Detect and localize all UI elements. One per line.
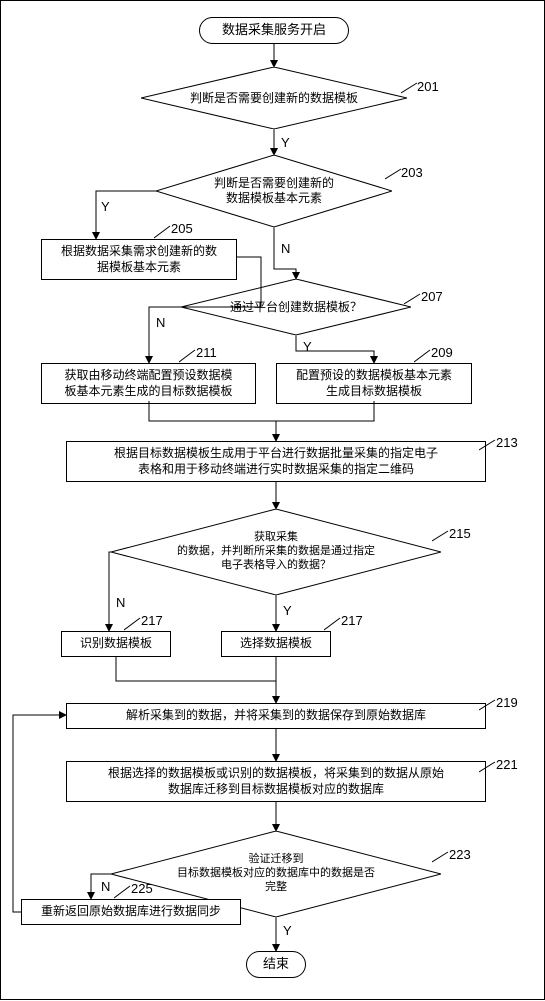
node-d201: 判断是否需要创建新的数据模板 [141, 67, 407, 129]
node-r217b-label: 选择数据模板 [240, 636, 312, 652]
node-d201-label: 判断是否需要创建新的数据模板 [190, 91, 358, 106]
label-d201-Y: Y [281, 135, 290, 150]
node-r219: 解析采集到的数据，并将采集到的数据保存到原始数据库 [66, 703, 486, 729]
node-r219-label: 解析采集到的数据，并将采集到的数据保存到原始数据库 [126, 708, 426, 724]
num-205: 205 [171, 221, 193, 236]
num-223: 223 [449, 847, 471, 862]
label-d207-N: N [156, 315, 165, 330]
node-r221-label: 根据选择的数据模板或识别的数据模板，将采集到的数据从原始 数据库迁移到目标数据模… [108, 766, 444, 797]
node-r211: 获取由移动终端配置预设数据模 板基本元素生成的目标数据模板 [41, 363, 256, 404]
node-d207: 通过平台创建数据模板？ [181, 279, 411, 335]
node-r205-label: 根据数据采集需求创建新的数 据模板基本元素 [61, 244, 217, 275]
node-r217a-label: 识别数据模板 [80, 636, 152, 652]
node-d223-label: 验证迁移到 目标数据模板对应的数据库中的数据是否 完整 [177, 853, 375, 894]
node-start: 数据采集服务开启 [199, 17, 349, 44]
node-r209-label: 配置预设的数据模板基本元素 生成目标数据模板 [296, 368, 452, 399]
label-d223-N: N [101, 879, 110, 894]
label-d215-N: N [116, 595, 125, 610]
node-r217a: 识别数据模板 [61, 631, 171, 657]
num-221: 221 [496, 757, 518, 772]
num-211: 211 [196, 345, 217, 360]
node-r209: 配置预设的数据模板基本元素 生成目标数据模板 [276, 363, 472, 404]
num-213: 213 [496, 435, 518, 450]
node-r211-label: 获取由移动终端配置预设数据模 板基本元素生成的目标数据模板 [64, 368, 232, 399]
node-r213: 根据目标数据模板生成用于平台进行数据批量采集的指定电子 表格和用于移动终端进行实… [66, 441, 486, 482]
flowchart-canvas: 数据采集服务开启 判断是否需要创建新的数据模板 201 判断是否需要创建新的 数… [0, 0, 545, 1000]
node-r221: 根据选择的数据模板或识别的数据模板，将采集到的数据从原始 数据库迁移到目标数据模… [66, 761, 486, 802]
node-r217b: 选择数据模板 [221, 631, 331, 657]
label-d207-Y: Y [303, 339, 312, 354]
node-r205: 根据数据采集需求创建新的数 据模板基本元素 [41, 239, 237, 280]
num-225: 225 [131, 881, 153, 896]
node-r225-label: 重新返回原始数据库进行数据同步 [41, 904, 221, 920]
label-d203-N: N [281, 241, 290, 256]
node-r225: 重新返回原始数据库进行数据同步 [21, 899, 241, 925]
node-d207-label: 通过平台创建数据模板？ [230, 300, 362, 315]
num-217b: 217 [341, 613, 363, 628]
num-207: 207 [421, 289, 443, 304]
num-215: 215 [449, 526, 471, 541]
label-d215-Y: Y [283, 603, 292, 618]
node-start-label: 数据采集服务开启 [222, 22, 326, 39]
node-r213-label: 根据目标数据模板生成用于平台进行数据批量采集的指定电子 表格和用于移动终端进行实… [114, 446, 438, 477]
node-d203: 判断是否需要创建新的 数据模板基本元素 [156, 155, 392, 227]
label-d223-Y: Y [283, 923, 292, 938]
node-d203-label: 判断是否需要创建新的 数据模板基本元素 [214, 176, 334, 206]
num-209: 209 [431, 345, 453, 360]
num-217a: 217 [141, 613, 163, 628]
node-d215-label: 获取采集 的数据，并判断所采集的数据是通过指定 电子表格导入的数据？ [177, 531, 375, 572]
num-203: 203 [401, 165, 423, 180]
num-201: 201 [417, 79, 439, 94]
label-d203-Y: Y [101, 199, 110, 214]
node-end-label: 结束 [263, 956, 289, 973]
num-219: 219 [496, 695, 518, 710]
node-end: 结束 [246, 951, 306, 978]
node-d215: 获取采集 的数据，并判断所采集的数据是通过指定 电子表格导入的数据？ [111, 509, 441, 595]
